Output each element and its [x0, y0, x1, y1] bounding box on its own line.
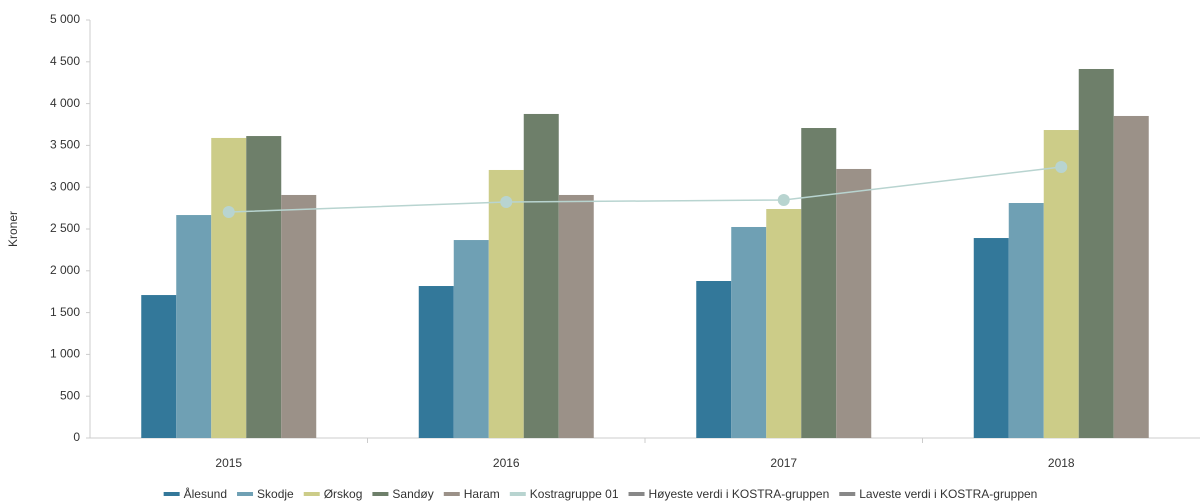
bar: [281, 194, 317, 438]
bar: [418, 286, 454, 438]
y-tick-label: 4 500: [50, 54, 80, 68]
legend-swatch: [628, 492, 645, 496]
legend-swatch: [839, 492, 856, 496]
legend-swatch: [443, 492, 460, 496]
y-axis-label: Kroner: [6, 211, 20, 247]
y-tick-label: 1 000: [50, 347, 80, 361]
legend-swatch: [303, 492, 320, 496]
legend-label: Høyeste verdi i KOSTRA-gruppen: [649, 487, 830, 501]
legend-label: Haram: [464, 487, 500, 501]
legend-label: Skodje: [257, 487, 294, 501]
line-point: [777, 193, 790, 206]
bar: [836, 168, 872, 438]
bar: [211, 137, 247, 438]
bar: [1113, 115, 1149, 438]
legend-swatch: [163, 492, 180, 496]
y-tick-label: 2 500: [50, 221, 80, 235]
line-point: [1055, 160, 1068, 173]
bar: [558, 194, 594, 438]
bar: [488, 169, 524, 438]
legend-swatch: [372, 492, 389, 496]
y-tick-label: 2 000: [50, 263, 80, 277]
bar: [1078, 68, 1114, 439]
bar: [801, 128, 837, 438]
legend-swatch: [237, 492, 254, 496]
bar: [141, 295, 177, 438]
line-point: [500, 195, 513, 208]
legend-label: Laveste verdi i KOSTRA-gruppen: [859, 487, 1037, 501]
line: [228, 166, 1062, 213]
legend-label: Ørskog: [324, 487, 363, 501]
legend-label: Kostragruppe 01: [530, 487, 619, 501]
bar: [1008, 203, 1044, 438]
x-tick-label: 2015: [215, 456, 242, 470]
bar: [246, 136, 282, 438]
bar: [973, 238, 1009, 438]
legend-label: Sandøy: [392, 487, 433, 501]
x-tick-label: 2017: [770, 456, 797, 470]
legend-label: Ålesund: [184, 486, 227, 501]
y-tick-label: 3 500: [50, 138, 80, 152]
y-tick-label: 4 000: [50, 96, 80, 110]
x-tick-label: 2018: [1048, 456, 1075, 470]
bar: [731, 226, 767, 438]
bar: [453, 240, 489, 438]
y-tick-label: 5 000: [50, 12, 80, 26]
y-tick-label: 3 000: [50, 179, 80, 193]
y-tick-label: 500: [60, 388, 80, 402]
bar: [523, 113, 559, 438]
y-tick-label: 1 500: [50, 305, 80, 319]
bar: [766, 209, 802, 438]
y-tick-label: 0: [73, 430, 80, 444]
x-tick-label: 2016: [493, 456, 520, 470]
line-point: [222, 206, 235, 219]
bar: [176, 215, 212, 438]
legend-swatch: [509, 492, 526, 496]
bar: [1043, 130, 1079, 439]
bar: [696, 280, 732, 438]
